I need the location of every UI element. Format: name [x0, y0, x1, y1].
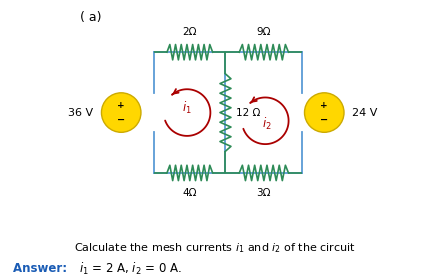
Text: 2Ω: 2Ω	[183, 27, 197, 37]
Text: −: −	[117, 115, 125, 125]
Text: $i_1$ = 2 A, $i_2$ = 0 A.: $i_1$ = 2 A, $i_2$ = 0 A.	[79, 261, 182, 277]
Text: 24 V: 24 V	[352, 108, 378, 118]
Circle shape	[101, 93, 141, 132]
Text: +: +	[320, 101, 328, 110]
Circle shape	[305, 93, 344, 132]
Text: 12 Ω: 12 Ω	[236, 108, 261, 118]
Text: +: +	[118, 101, 125, 110]
Text: Answer:: Answer:	[13, 262, 71, 275]
Text: 36 V: 36 V	[68, 108, 93, 118]
Text: 4Ω: 4Ω	[183, 188, 197, 198]
Text: 3Ω: 3Ω	[257, 188, 271, 198]
Text: −: −	[320, 115, 328, 125]
Text: $i_1$: $i_1$	[182, 101, 192, 116]
Text: 9Ω: 9Ω	[257, 27, 271, 37]
Text: $i_2$: $i_2$	[262, 115, 272, 132]
Text: Calculate the mesh currents $i_1$ and $i_2$ of the circuit: Calculate the mesh currents $i_1$ and $i…	[74, 241, 355, 255]
Text: ( a): ( a)	[80, 11, 102, 24]
